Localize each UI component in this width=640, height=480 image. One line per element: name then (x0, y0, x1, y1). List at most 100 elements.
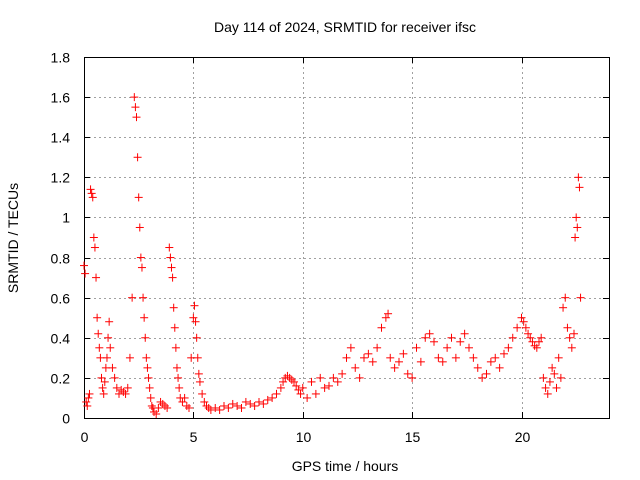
data-point (165, 243, 174, 252)
data-point (228, 399, 237, 408)
data-point (147, 401, 156, 410)
data-point (460, 329, 469, 338)
data-point (88, 193, 97, 202)
data-point (128, 293, 137, 302)
grid (84, 57, 609, 418)
data-point (513, 323, 522, 332)
data-point (574, 173, 583, 182)
data-point (565, 333, 574, 342)
data-point (178, 397, 187, 406)
data-point (539, 373, 548, 382)
y-tick-label: 1 (62, 210, 70, 226)
data-point (143, 363, 152, 372)
data-point (152, 409, 161, 418)
data-point (202, 401, 211, 410)
data-point (154, 403, 163, 412)
data-point (535, 337, 543, 346)
data-point (517, 313, 526, 322)
data-point (287, 375, 296, 384)
data-point (87, 189, 96, 198)
data-point (191, 317, 200, 326)
data-point (438, 357, 447, 366)
data-point (92, 273, 101, 282)
data-point (137, 263, 146, 272)
data-point (200, 397, 209, 406)
data-point (373, 343, 382, 352)
data-point (237, 403, 246, 412)
data-point (121, 389, 130, 398)
data-point (255, 397, 263, 406)
data-point (195, 377, 204, 386)
data-point (296, 389, 305, 398)
data-point (95, 343, 104, 352)
data-point (104, 333, 113, 342)
data-point (482, 369, 491, 378)
data-point (175, 383, 184, 392)
data-point (478, 373, 487, 382)
data-point (82, 397, 91, 406)
data-point (156, 397, 165, 406)
data-point (99, 389, 108, 398)
x-tick-label: 15 (405, 429, 421, 445)
data-point (93, 313, 102, 322)
data-point (117, 385, 126, 394)
data-point (80, 261, 88, 270)
data-point (575, 183, 584, 192)
tick-labels: 0 0.2 0.4 0.6 0.8 1 1.2 1.4 1.6 1.8 0 5 10 15 20 (51, 50, 531, 446)
data-point (131, 103, 140, 112)
data-point (86, 185, 95, 194)
plot-frame (84, 57, 610, 419)
data-point (572, 213, 581, 222)
data-point (190, 301, 199, 310)
data-point (102, 353, 111, 362)
data-point (473, 363, 482, 372)
data-point (576, 293, 585, 302)
x-tick-label: 5 (190, 429, 198, 445)
data-point (403, 369, 412, 378)
data-point (83, 401, 92, 410)
data-point (135, 223, 144, 232)
data-point (132, 113, 141, 122)
data-point (290, 377, 298, 386)
data-point (169, 303, 178, 312)
data-point (174, 373, 183, 382)
data-point (125, 353, 134, 362)
y-axis-label: SRMTID / TECUs (5, 183, 21, 293)
data-point (268, 393, 277, 402)
data-point (504, 343, 513, 352)
data-point (89, 233, 98, 242)
data-point (241, 397, 250, 406)
data-point (561, 293, 570, 302)
data-point (189, 313, 198, 322)
y-tick-label: 1.6 (51, 90, 71, 106)
data-point (215, 405, 224, 414)
data-point (263, 395, 272, 404)
data-point (112, 383, 121, 392)
data-point (456, 337, 465, 346)
data-point (130, 93, 139, 102)
data-point (425, 329, 434, 338)
data-point (172, 363, 181, 372)
data-point (550, 369, 559, 378)
y-tick-label: 1.8 (51, 50, 71, 66)
data-point (545, 377, 554, 386)
x-tick-label: 10 (296, 429, 312, 445)
data-point (390, 363, 399, 372)
y-tick-label: 0.6 (51, 291, 71, 307)
data-point (123, 383, 132, 392)
data-point (211, 403, 220, 412)
chart-title: Day 114 of 2024, SRMTID for receiver ifs… (214, 19, 476, 35)
data-point (285, 373, 294, 382)
data-point (368, 357, 377, 366)
data-point (381, 313, 390, 322)
data-point (325, 381, 333, 390)
data-point (316, 373, 325, 382)
data-point (110, 373, 119, 382)
data-point (220, 401, 228, 410)
y-tick-label: 0.4 (51, 331, 71, 347)
data-point (377, 323, 386, 332)
data-point (338, 369, 347, 378)
data-point (100, 377, 109, 386)
data-point (185, 403, 193, 412)
data-point (311, 389, 320, 398)
